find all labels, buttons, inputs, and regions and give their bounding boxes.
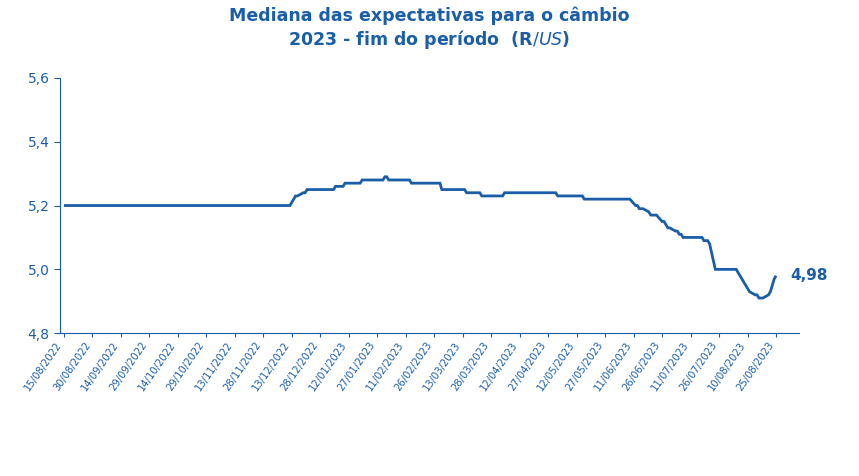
Title: Mediana das expectativas para o câmbio
2023 - fim do período  (R$/US$): Mediana das expectativas para o câmbio 2… (229, 6, 630, 51)
Text: 4,98: 4,98 (790, 268, 827, 283)
